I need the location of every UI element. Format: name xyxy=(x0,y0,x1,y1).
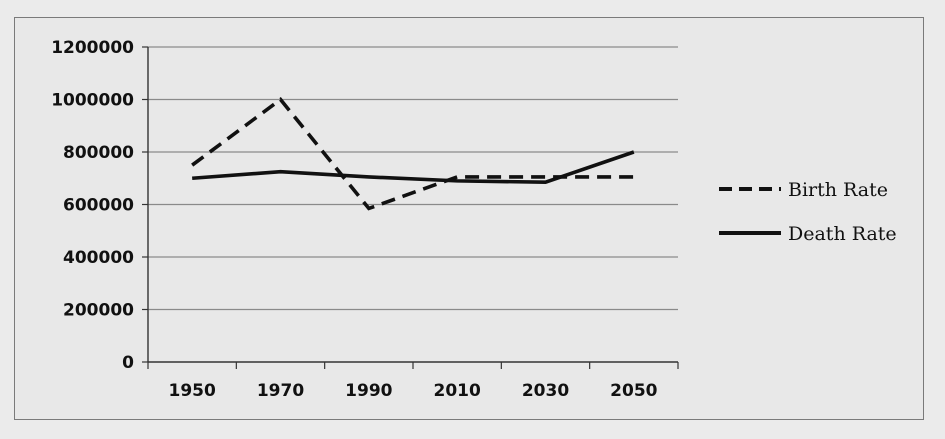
axes xyxy=(142,46,679,369)
gridlines xyxy=(148,46,678,311)
legend-label: Death Rate xyxy=(788,223,897,245)
series-line-birth-rate xyxy=(191,97,634,211)
y-tick-labels: 0 200000 400000 600000 800000 1000000 1200000 xyxy=(51,38,134,373)
series-line-death-rate xyxy=(192,150,635,184)
y-tick-label: 600000 xyxy=(63,196,134,216)
x-tick-label: 2050 xyxy=(610,381,657,401)
y-tick-label: 0 xyxy=(122,353,134,373)
x-tick-label: 1950 xyxy=(169,381,216,401)
legend: Birth Rate Death Rate xyxy=(719,179,897,245)
y-tick-label: 800000 xyxy=(63,143,134,163)
x-tick-labels: 1950 1970 1990 2010 2030 2050 xyxy=(169,381,658,401)
y-tick-label: 200000 xyxy=(63,301,134,321)
y-tick-label: 1200000 xyxy=(51,38,134,58)
series-lines xyxy=(191,97,635,211)
x-tick-label: 1970 xyxy=(257,381,304,401)
x-tick-label: 1990 xyxy=(345,381,392,401)
y-tick-label: 400000 xyxy=(63,248,134,268)
x-tick-label: 2010 xyxy=(434,381,481,401)
x-tick-label: 2030 xyxy=(522,381,569,401)
y-tick-label: 1000000 xyxy=(51,91,134,111)
legend-label: Birth Rate xyxy=(788,179,888,201)
chart-frame: 0 200000 400000 600000 800000 1000000 1200000 … xyxy=(14,17,924,420)
